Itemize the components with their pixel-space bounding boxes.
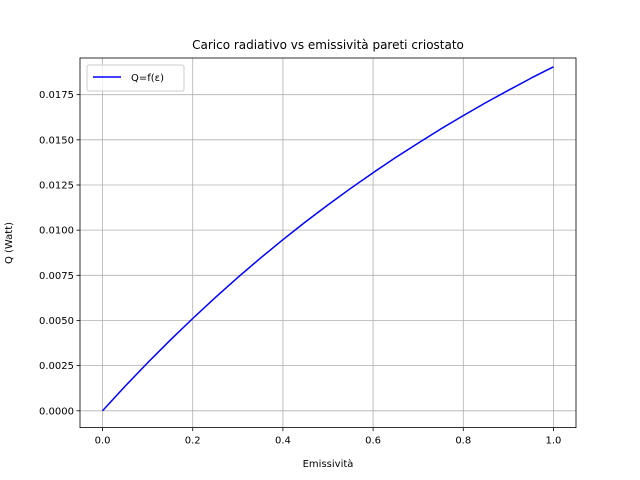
- y-tick-label: 0.0150: [39, 135, 74, 146]
- chart-title: Carico radiativo vs emissività pareti cr…: [192, 38, 464, 52]
- x-tick-label: 0.8: [455, 436, 471, 447]
- y-tick-label: 0.0025: [39, 361, 74, 372]
- legend-box: [86, 64, 185, 92]
- y-tick-label: 0.0175: [39, 90, 74, 101]
- y-tick-label: 0.0000: [39, 406, 74, 417]
- x-tick-label: 0.0: [95, 436, 111, 447]
- y-tick-label: 0.0075: [39, 271, 74, 282]
- y-tick-label: 0.0100: [39, 226, 74, 237]
- plot-frame: [79, 57, 577, 429]
- legend-label: Q=f(ε): [131, 73, 164, 84]
- series-line: [101, 66, 554, 412]
- grid: [80, 58, 576, 428]
- x-tick-label: 0.6: [365, 436, 381, 447]
- x-tick-label: 0.4: [275, 436, 291, 447]
- x-tick-label: 0.2: [185, 436, 201, 447]
- x-axis-label: Emissività: [303, 458, 354, 470]
- legend: Q=f(ε): [86, 64, 185, 92]
- x-tick-label: 1.0: [546, 436, 562, 447]
- y-tick-label: 0.0050: [39, 316, 74, 327]
- y-axis-ticks: 0.0000 0.0025 0.0050 0.0075 0.0100 0.0125 0.01…: [39, 90, 80, 417]
- series-layer: [101, 66, 554, 412]
- y-axis-label: Q (Watt): [4, 222, 15, 264]
- x-axis-ticks: 0.0 0.2 0.4 0.6 0.8 1.0: [95, 427, 562, 447]
- y-tick-label: 0.0125: [39, 180, 74, 191]
